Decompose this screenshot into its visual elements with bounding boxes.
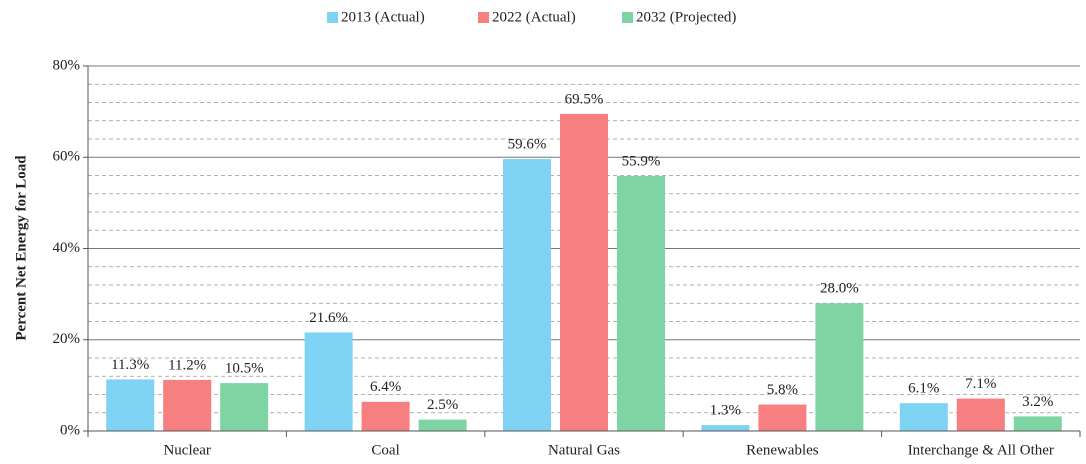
data-label: 3.2% <box>1022 394 1053 410</box>
legend-label: 2013 (Actual) <box>341 9 425 25</box>
bar <box>899 403 948 431</box>
y-tick-label: 20% <box>53 331 81 347</box>
bar <box>304 332 353 431</box>
bar <box>503 159 551 431</box>
data-label: 28.0% <box>820 281 859 297</box>
legend-swatch <box>327 12 338 23</box>
legend-swatch <box>622 12 633 23</box>
data-label: 21.6% <box>309 310 348 326</box>
legend-swatch <box>478 12 489 23</box>
bar <box>361 401 410 431</box>
bar <box>163 379 212 431</box>
legend-label: 2032 (Projected) <box>636 9 736 25</box>
bar <box>1013 416 1062 431</box>
data-label: 55.9% <box>622 153 661 169</box>
data-label: 11.2% <box>168 357 206 373</box>
data-label: 2.5% <box>427 397 458 413</box>
bar <box>560 113 608 431</box>
y-tick-label: 40% <box>53 240 81 256</box>
y-tick-label: 60% <box>53 149 81 165</box>
bar <box>220 383 269 431</box>
y-tick-label: 0% <box>60 422 80 438</box>
data-label: 11.3% <box>111 357 149 373</box>
y-axis-title: Percent Net Energy for Load <box>13 155 29 341</box>
data-label: 7.1% <box>965 376 996 392</box>
bar <box>956 398 1005 431</box>
data-label: 6.4% <box>370 379 401 395</box>
data-label: 1.3% <box>710 403 741 419</box>
data-label: 5.8% <box>767 382 798 398</box>
bar <box>106 379 155 431</box>
data-label: 10.5% <box>225 361 264 377</box>
x-tick-label: Coal <box>371 442 399 458</box>
bar <box>418 419 467 431</box>
x-tick-label: Natural Gas <box>548 442 620 458</box>
data-label: 69.5% <box>565 91 604 107</box>
x-tick-label: Renewables <box>746 442 819 458</box>
bar <box>758 404 807 431</box>
bar <box>815 303 864 431</box>
x-tick-label: Interchange & All Other <box>908 442 1054 458</box>
bar <box>701 425 750 431</box>
data-label: 6.1% <box>908 381 939 397</box>
legend-label: 2022 (Actual) <box>492 9 576 25</box>
data-label: 59.6% <box>508 137 547 153</box>
bar <box>617 175 665 431</box>
x-tick-label: Nuclear <box>163 442 210 458</box>
y-tick-label: 80% <box>53 57 81 73</box>
